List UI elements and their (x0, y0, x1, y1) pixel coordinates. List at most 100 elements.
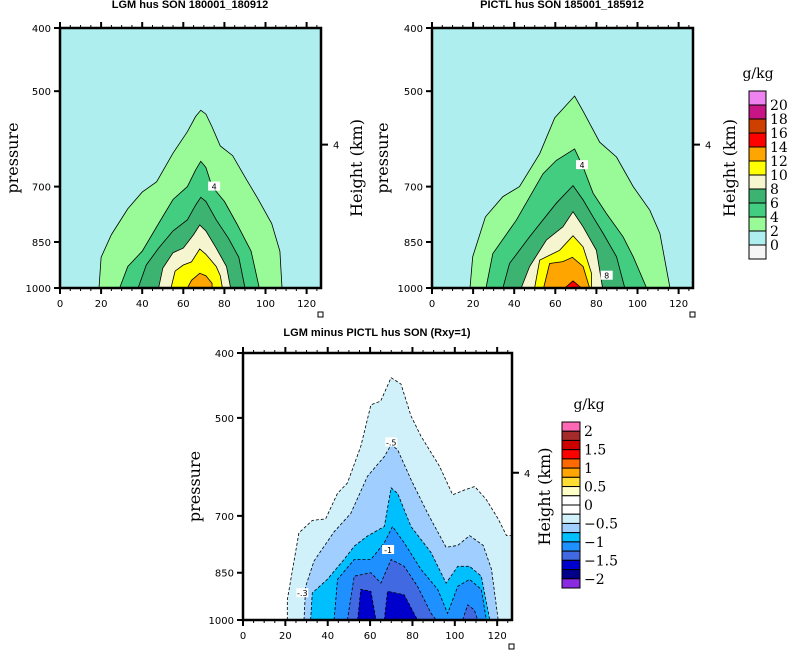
x-tick-label: 80 (406, 631, 419, 642)
colorbar-swatch (561, 476, 581, 488)
x-tick-label: 100 (628, 299, 647, 310)
colorbar-label: 10 (770, 168, 788, 184)
colorbar-swatch (748, 104, 767, 120)
colorbar-swatch (748, 118, 767, 134)
y-tick-label: 700 (215, 512, 234, 523)
chart-panel-2: LGM minus PICTL hus SON (Rxy=1) -.5 -1 -.3 0… (185, 327, 554, 650)
corner-marker (689, 311, 696, 318)
x-tick-label: 0 (429, 299, 435, 310)
y-tick-label: 1000 (398, 284, 423, 295)
y-tick-label: 850 (404, 238, 423, 249)
colorbar-label: 6 (770, 196, 779, 212)
right-axis-label: Height (km) (720, 119, 739, 217)
colorbar-swatch (748, 230, 767, 246)
colorbar-swatch (561, 458, 581, 469)
colorbar-swatch (561, 467, 581, 478)
colorbar-swatch (561, 532, 581, 543)
colorbar-swatch (561, 522, 581, 534)
colorbar-label: −0.5 (584, 516, 618, 532)
y-axis-label: pressure (373, 122, 392, 193)
y-axis-label: pressure (185, 451, 204, 522)
right-axis-label: Height (km) (347, 119, 366, 217)
x-tick-label: 20 (279, 631, 292, 642)
colorbar-label: 18 (770, 112, 788, 128)
y-tick-label: 500 (32, 87, 51, 98)
contour-fill-level (462, 604, 479, 621)
x-tick-label: 120 (669, 299, 688, 310)
colorbar-swatch (561, 541, 581, 552)
colorbar-label: 20 (770, 98, 788, 114)
colorbar-label: 0 (584, 498, 593, 514)
y-tick-label: 500 (215, 414, 234, 425)
x-tick-label: 20 (467, 299, 480, 310)
y-tick-label: 500 (404, 87, 423, 98)
colorbar-label: −2 (584, 572, 605, 588)
colorbar-swatch (748, 216, 767, 232)
colorbar-swatch (748, 188, 767, 204)
contour-fill-level (170, 248, 223, 289)
contour-label: -.5 (386, 438, 397, 447)
colorbar-swatch (561, 495, 581, 506)
colorbar-swatch (748, 244, 767, 260)
colorbar-swatch (561, 421, 581, 432)
x-tick-label: 60 (364, 631, 377, 642)
right-axis-label: Height (km) (535, 448, 554, 546)
colorbar-units: g/kg (573, 397, 604, 413)
plot-frame (241, 351, 514, 622)
x-tick-label: 40 (321, 631, 334, 642)
colorbar-label: 12 (770, 154, 788, 170)
colorbar-label: 1.5 (584, 443, 606, 459)
contour-label: 8 (604, 272, 609, 281)
chart-title: PICTL hus SON 185001_185912 (480, 0, 644, 11)
right-tick-label: 4 (333, 141, 339, 152)
colorbar-label: 0 (770, 238, 779, 254)
colorbar-label: 8 (770, 182, 779, 198)
x-tick-label: 0 (240, 631, 246, 642)
x-tick-label: 60 (177, 299, 190, 310)
plot-frame (58, 26, 323, 290)
colorbar-swatch (561, 430, 581, 441)
colorbar-swatch (561, 569, 581, 580)
colorbar-swatch (561, 486, 581, 497)
x-tick-label: 100 (445, 631, 464, 642)
colorbar-1: g/kg 2 1.5 1 0.5 0 −0.5 −1 −1.5 −2 (561, 397, 618, 589)
colorbar-label: 16 (770, 126, 788, 142)
x-tick-label: 120 (297, 299, 316, 310)
corner-marker (508, 643, 515, 650)
x-tick-label: 40 (508, 299, 521, 310)
colorbar-swatch (561, 449, 581, 460)
y-tick-label: 400 (32, 24, 51, 35)
colorbar-label: 2 (584, 424, 593, 440)
x-tick-label: 100 (256, 299, 275, 310)
contour-label-box (600, 270, 613, 280)
colorbar-label: 4 (770, 210, 779, 226)
contour-label: 4 (212, 183, 217, 192)
y-tick-label: 400 (404, 24, 423, 35)
x-tick-label: 120 (488, 631, 507, 642)
colorbar-label: −1.5 (584, 553, 618, 569)
colorbar-swatch (561, 578, 581, 589)
chart-title: LGM minus PICTL hus SON (Rxy=1) (283, 327, 470, 339)
contour-label: -.3 (297, 589, 308, 598)
x-tick-label: 80 (218, 299, 231, 310)
y-tick-label: 850 (215, 569, 234, 580)
chart-title: LGM hus SON 180001_180912 (112, 0, 269, 11)
colorbar-label: 14 (770, 140, 788, 156)
contour-label-box (576, 160, 589, 170)
colorbar-swatch (561, 439, 581, 451)
y-axis-label: pressure (3, 122, 22, 193)
colorbar-label: 2 (770, 224, 779, 240)
colorbar-label: −1 (584, 535, 605, 551)
contour-label: -1 (384, 546, 392, 555)
colorbar-swatch (748, 160, 767, 176)
colorbar-swatch (748, 90, 767, 106)
colorbar-swatch (561, 504, 581, 515)
colorbar-label: 0.5 (584, 480, 606, 496)
contour-label: 4 (579, 161, 584, 170)
y-tick-label: 700 (32, 183, 51, 194)
colorbar-label: 1 (584, 461, 593, 477)
colorbar-swatch (748, 174, 767, 190)
